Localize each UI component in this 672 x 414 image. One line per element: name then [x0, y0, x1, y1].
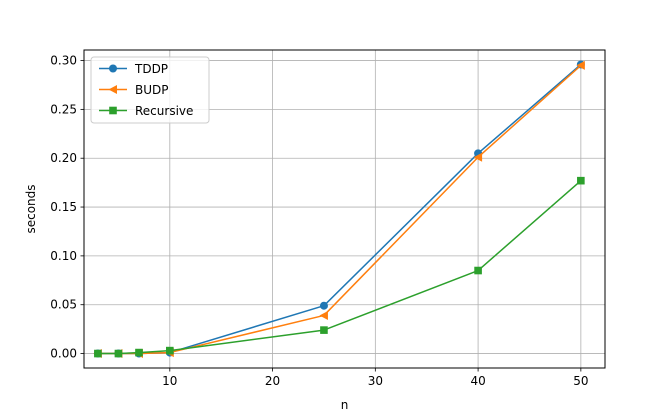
data-point-recursive: [577, 176, 585, 185]
y-tick-label: 0.25: [50, 102, 77, 116]
series-layer: [93, 60, 585, 359]
y-tick-label: 0.15: [50, 200, 77, 214]
x-tick-label: 30: [368, 374, 383, 388]
grid: [84, 50, 605, 368]
data-point-recursive: [166, 346, 174, 355]
ticks: 10 20 30 40 50 0.00 0.05 0.10 0.15 0.20 0.25 0.30: [50, 54, 588, 388]
series-recursive: [94, 176, 585, 358]
legend: TDDP BUDP Recursive: [90, 56, 210, 124]
data-point-recursive: [114, 349, 123, 358]
x-tick-label: 10: [162, 374, 177, 388]
y-axis-label: seconds: [24, 184, 38, 233]
data-point-recursive: [94, 349, 102, 358]
x-tick-label: 20: [265, 374, 280, 388]
legend-box: [90, 56, 210, 124]
legend-marker-tddp: [109, 64, 117, 73]
data-point-recursive: [135, 348, 143, 357]
y-tick-label: 0.10: [50, 249, 77, 263]
data-point-tddp: [319, 301, 328, 310]
data-point-budp: [473, 152, 483, 162]
legend-marker-budp: [108, 85, 117, 94]
data-point-recursive: [320, 326, 328, 334]
x-tick-label: 50: [573, 374, 588, 388]
plot-frame: [83, 49, 606, 369]
x-axis-label: n: [341, 398, 349, 412]
data-point-budp: [319, 310, 328, 320]
data-point-budp: [576, 60, 585, 70]
legend-marker-recursive: [109, 106, 117, 115]
y-tick-label: 0.05: [50, 298, 77, 312]
legend-label-tddp: TDDP: [134, 62, 168, 76]
y-tick-label: 0.30: [50, 54, 77, 68]
y-tick-label: 0.20: [50, 151, 77, 165]
y-tick-label: 0.00: [50, 347, 77, 361]
legend-label-budp: BUDP: [135, 83, 169, 97]
data-point-recursive: [474, 266, 482, 275]
legend-label-recursive: Recursive: [135, 104, 193, 118]
x-tick-label: 40: [470, 374, 485, 388]
